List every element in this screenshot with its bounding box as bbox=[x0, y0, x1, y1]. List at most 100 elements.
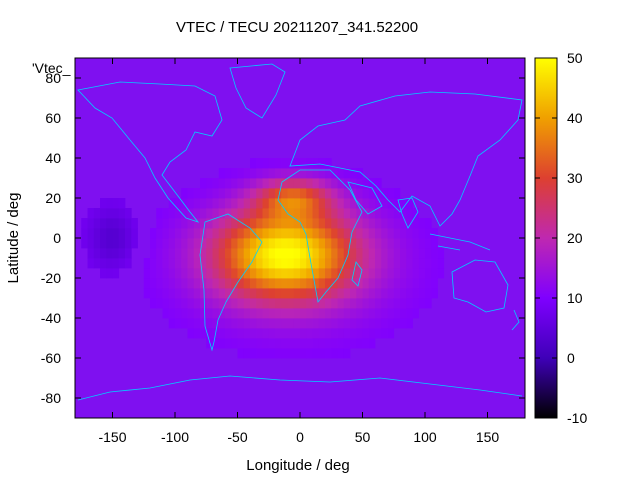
heat-cell bbox=[93, 228, 101, 239]
heat-cell bbox=[312, 278, 320, 289]
heat-cell bbox=[375, 228, 382, 239]
heat-cell bbox=[237, 338, 245, 349]
heat-cell bbox=[262, 348, 270, 359]
colorbar-tick-label: 20 bbox=[567, 230, 583, 246]
heat-cell bbox=[181, 198, 188, 209]
heat-cell bbox=[343, 258, 351, 269]
heat-cell bbox=[325, 278, 332, 289]
heat-cell bbox=[331, 238, 338, 249]
heat-cell bbox=[281, 338, 288, 349]
x-tick-label: -100 bbox=[161, 429, 189, 445]
heat-cell bbox=[287, 278, 295, 289]
heat-cell bbox=[225, 298, 232, 309]
heat-cell bbox=[393, 318, 401, 329]
heat-cell bbox=[218, 268, 226, 279]
heat-cell bbox=[356, 168, 363, 179]
heat-cell bbox=[231, 258, 238, 269]
coast-australia bbox=[451, 259, 509, 313]
heat-cell bbox=[256, 168, 263, 179]
heat-cell bbox=[100, 248, 107, 259]
heat-cell bbox=[375, 248, 382, 259]
heat-cell bbox=[181, 318, 188, 329]
heat-cell bbox=[150, 228, 157, 239]
heat-cell bbox=[300, 218, 307, 229]
heat-cell bbox=[306, 288, 313, 299]
heat-cell bbox=[193, 248, 201, 259]
heat-cell bbox=[218, 208, 226, 219]
heat-cell bbox=[331, 198, 338, 209]
heat-cell bbox=[400, 318, 407, 329]
heat-cell bbox=[318, 328, 326, 339]
heat-cell bbox=[312, 338, 320, 349]
heat-cell bbox=[343, 268, 351, 279]
heat-cell bbox=[256, 268, 263, 279]
heat-cell bbox=[143, 288, 151, 299]
heat-cell bbox=[350, 298, 357, 309]
heat-cell bbox=[406, 318, 413, 329]
heat-cell bbox=[256, 258, 263, 269]
heat-cell bbox=[237, 168, 245, 179]
heat-cell bbox=[306, 198, 313, 209]
heat-cell bbox=[350, 208, 357, 219]
heat-cell bbox=[293, 248, 301, 259]
heat-cell bbox=[281, 158, 288, 169]
heat-cell bbox=[156, 278, 163, 289]
heat-cell bbox=[362, 178, 370, 189]
heat-cell bbox=[343, 218, 351, 229]
heat-cell bbox=[106, 238, 113, 249]
heat-cell bbox=[87, 218, 95, 229]
heat-cell bbox=[381, 198, 388, 209]
heat-cell bbox=[393, 188, 401, 199]
heat-cell bbox=[306, 208, 313, 219]
heat-cell bbox=[275, 338, 282, 349]
heat-cell bbox=[181, 188, 188, 199]
heat-cell bbox=[306, 188, 313, 199]
heat-cell bbox=[150, 278, 157, 289]
heat-cell bbox=[243, 178, 251, 189]
heat-cell bbox=[337, 208, 345, 219]
heat-cell bbox=[200, 288, 207, 299]
heat-cell bbox=[300, 278, 307, 289]
heat-cell bbox=[100, 268, 107, 279]
heat-cell bbox=[350, 218, 357, 229]
heat-cell bbox=[331, 318, 338, 329]
heat-cell bbox=[368, 268, 376, 279]
heat-cell bbox=[425, 298, 432, 309]
heat-cell bbox=[118, 228, 126, 239]
heat-cell bbox=[406, 278, 413, 289]
heat-cell bbox=[200, 198, 207, 209]
heat-cell bbox=[162, 258, 170, 269]
heat-cell bbox=[400, 218, 407, 229]
heat-cell bbox=[356, 218, 363, 229]
heat-cell bbox=[268, 158, 276, 169]
heat-cell bbox=[356, 228, 363, 239]
x-tick-label: 50 bbox=[355, 429, 371, 445]
heat-cell bbox=[200, 188, 207, 199]
heat-cell bbox=[237, 178, 245, 189]
heat-cell bbox=[300, 308, 307, 319]
heat-cell bbox=[293, 348, 301, 359]
heat-cell bbox=[375, 198, 382, 209]
heat-cell bbox=[193, 288, 201, 299]
heat-cell bbox=[175, 298, 182, 309]
heat-cell bbox=[412, 298, 420, 309]
heat-cell bbox=[287, 338, 295, 349]
heat-cell bbox=[337, 188, 345, 199]
heat-cell bbox=[331, 308, 338, 319]
heat-cell bbox=[412, 228, 420, 239]
heat-cell bbox=[356, 298, 363, 309]
heat-cell bbox=[262, 178, 270, 189]
heat-cell bbox=[193, 188, 201, 199]
heat-cell bbox=[168, 238, 176, 249]
heat-cell bbox=[243, 348, 251, 359]
heat-cell bbox=[381, 328, 388, 339]
heat-cell bbox=[231, 278, 238, 289]
heat-cell bbox=[325, 168, 332, 179]
heat-cell bbox=[243, 268, 251, 279]
heat-cell bbox=[368, 318, 376, 329]
heat-cell bbox=[256, 318, 263, 329]
heat-cell bbox=[437, 268, 445, 279]
heat-cell bbox=[268, 338, 276, 349]
heat-cell bbox=[193, 298, 201, 309]
heat-cell bbox=[87, 208, 95, 219]
